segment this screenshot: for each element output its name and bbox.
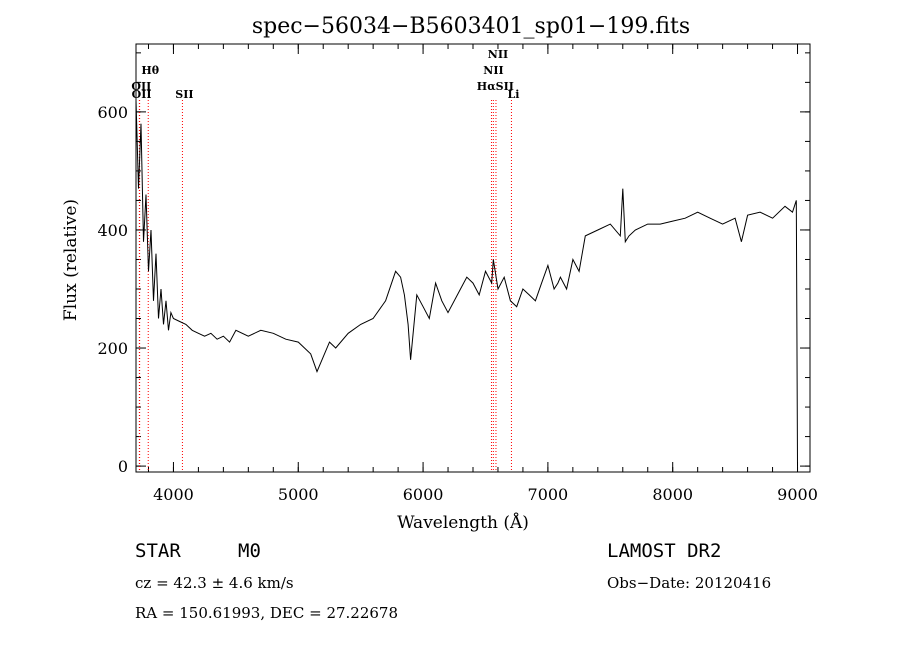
emission-line-label: HαSII	[477, 80, 514, 93]
emission-line-label: NII	[488, 48, 508, 61]
x-tick-label: 7000	[528, 485, 569, 504]
y-tick-label: 200	[97, 339, 128, 358]
y-axis-label: Flux (relative)	[61, 199, 81, 321]
plot-frame	[135, 43, 811, 473]
x-tick-label: 5000	[278, 485, 319, 504]
y-tick-label: 400	[97, 221, 128, 240]
object-subclass: M0	[238, 540, 261, 562]
x-tick-label: 9000	[777, 485, 818, 504]
spectrum-flux-line	[135, 100, 798, 467]
chart-title: spec−56034−B5603401_sp01−199.fits	[252, 14, 690, 39]
emission-line-label: Hθ	[141, 64, 159, 77]
emission-line-label: OII	[132, 88, 152, 101]
observation-date: Obs−Date: 20120416	[607, 574, 772, 592]
x-tick-label: 8000	[652, 485, 693, 504]
object-class: STAR	[135, 540, 181, 562]
x-axis-label: Wavelength (Å)	[397, 512, 529, 533]
y-tick-label: 600	[97, 103, 128, 122]
emission-line-label: Li	[507, 88, 519, 101]
emission-line-label: NII	[483, 64, 503, 77]
emission-line-label: OII	[131, 80, 151, 93]
y-tick-label: 0	[118, 457, 128, 476]
x-tick-label: 6000	[403, 485, 444, 504]
survey-name: LAMOST DR2	[607, 540, 722, 562]
emission-line-label: SII	[175, 88, 193, 101]
ra-dec-coords: RA = 150.61993, DEC = 27.22678	[135, 604, 399, 622]
x-tick-label: 4000	[153, 485, 194, 504]
redshift-cz: cz = 42.3 ± 4.6 km/s	[135, 574, 294, 592]
